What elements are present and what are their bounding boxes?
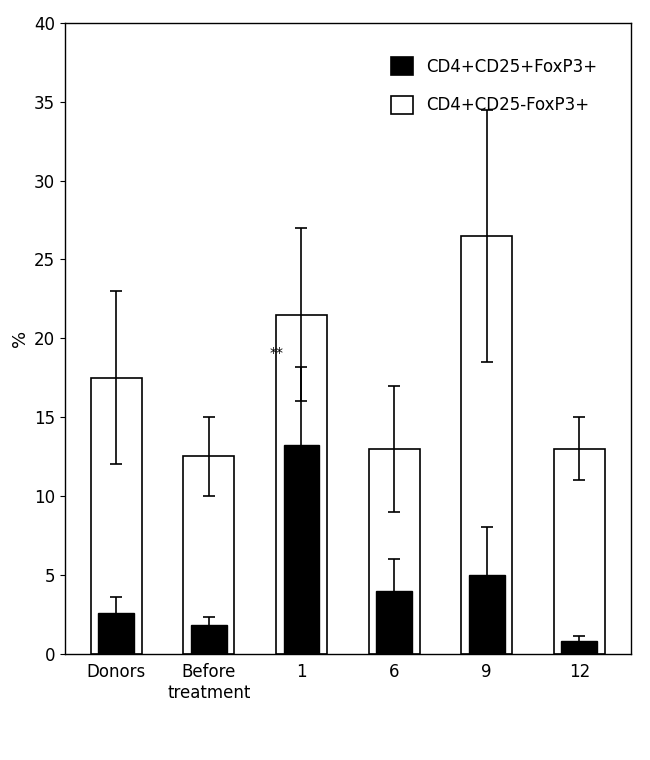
Bar — [91, 378, 142, 654]
Legend: CD4+CD25+FoxP3+, CD4+CD25-FoxP3+: CD4+CD25+FoxP3+, CD4+CD25-FoxP3+ — [378, 44, 611, 128]
Bar — [191, 625, 227, 654]
Y-axis label: %: % — [10, 330, 29, 347]
Bar — [562, 641, 597, 654]
Bar — [276, 315, 327, 654]
Text: **: ** — [270, 347, 283, 360]
Bar — [183, 457, 234, 654]
Bar — [376, 591, 412, 654]
Bar — [554, 448, 604, 654]
Bar — [462, 236, 512, 654]
Bar — [369, 448, 419, 654]
Bar — [283, 445, 319, 654]
Bar — [98, 613, 134, 654]
Bar — [469, 575, 504, 654]
